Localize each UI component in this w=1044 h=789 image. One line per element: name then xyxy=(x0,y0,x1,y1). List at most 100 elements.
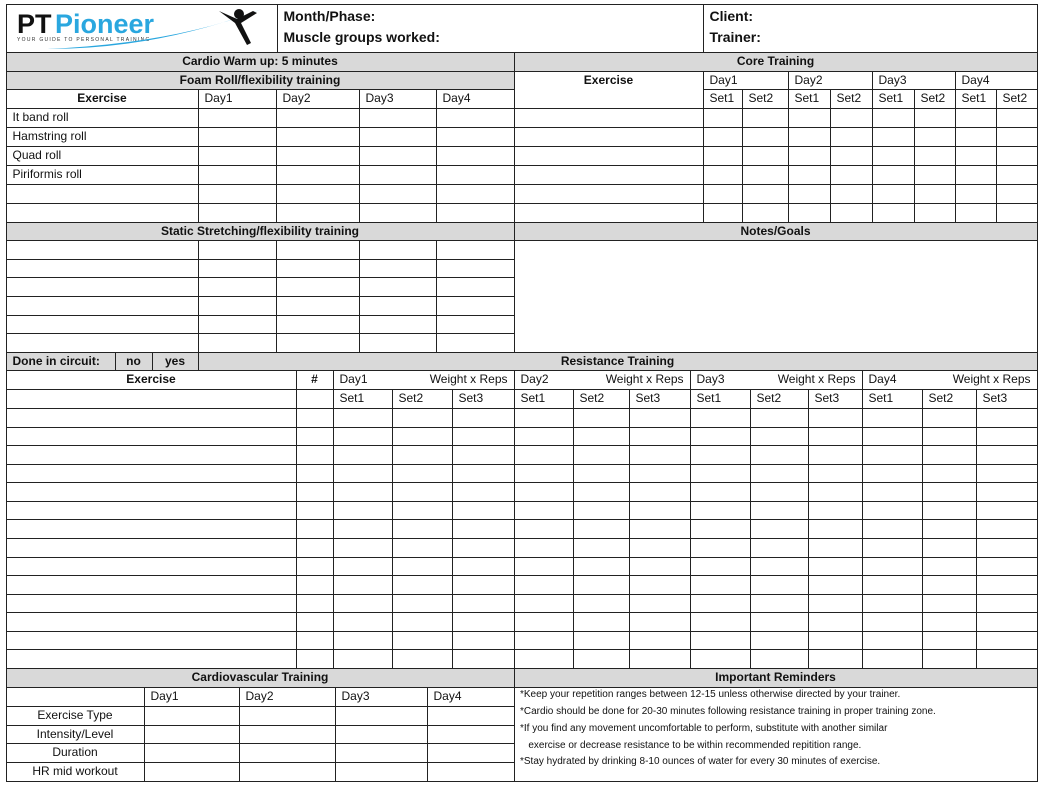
input-cell[interactable] xyxy=(391,426,453,446)
input-cell[interactable] xyxy=(295,593,334,613)
input-cell[interactable] xyxy=(513,407,574,428)
input-cell[interactable] xyxy=(5,388,297,409)
input-cell[interactable] xyxy=(5,518,297,539)
input-cell[interactable] xyxy=(702,202,743,223)
input-cell[interactable] xyxy=(332,500,393,520)
input-cell[interactable] xyxy=(197,295,277,316)
input-cell[interactable] xyxy=(513,107,704,128)
input-cell[interactable] xyxy=(295,611,334,632)
input-cell[interactable] xyxy=(628,481,691,502)
input-cell[interactable] xyxy=(954,145,997,166)
input-cell[interactable] xyxy=(689,630,751,650)
input-cell[interactable] xyxy=(861,574,923,595)
input-cell[interactable] xyxy=(871,126,915,147)
input-cell[interactable] xyxy=(628,537,691,558)
input-cell[interactable] xyxy=(295,518,334,539)
input-cell[interactable] xyxy=(807,500,863,520)
input-cell[interactable] xyxy=(5,593,297,613)
input-cell[interactable] xyxy=(954,126,997,147)
input-cell[interactable] xyxy=(295,481,334,502)
input-cell[interactable] xyxy=(807,574,863,595)
input-cell[interactable] xyxy=(295,574,334,595)
input-cell[interactable] xyxy=(197,107,277,128)
input-cell[interactable] xyxy=(275,295,360,316)
input-cell[interactable] xyxy=(197,314,277,334)
input-cell[interactable] xyxy=(921,407,977,428)
input-cell[interactable] xyxy=(921,500,977,520)
input-cell[interactable] xyxy=(975,444,1038,465)
input-cell[interactable] xyxy=(5,183,199,204)
input-cell[interactable] xyxy=(391,500,453,520)
input-cell[interactable] xyxy=(807,444,863,465)
input-cell[interactable] xyxy=(451,444,515,465)
input-cell[interactable] xyxy=(861,518,923,539)
input-cell[interactable] xyxy=(5,537,297,558)
input-cell[interactable] xyxy=(275,276,360,297)
input-cell[interactable] xyxy=(572,630,630,650)
input-cell[interactable] xyxy=(921,444,977,465)
input-cell[interactable] xyxy=(829,107,873,128)
input-cell[interactable] xyxy=(975,537,1038,558)
input-cell[interactable] xyxy=(995,183,1038,204)
input-cell[interactable] xyxy=(921,630,977,650)
input-cell[interactable] xyxy=(861,481,923,502)
input-cell[interactable] xyxy=(435,145,515,166)
input-cell[interactable] xyxy=(749,444,809,465)
input-cell[interactable] xyxy=(275,239,360,260)
input-cell[interactable] xyxy=(5,630,297,650)
input-cell[interactable] xyxy=(572,407,630,428)
input-cell[interactable] xyxy=(975,556,1038,576)
input-cell[interactable] xyxy=(275,145,360,166)
input-cell[interactable] xyxy=(572,518,630,539)
input-cell[interactable] xyxy=(435,107,515,128)
input-cell[interactable] xyxy=(572,611,630,632)
input-cell[interactable] xyxy=(975,407,1038,428)
input-cell[interactable] xyxy=(749,611,809,632)
input-cell[interactable] xyxy=(275,258,360,278)
input-cell[interactable] xyxy=(749,574,809,595)
input-cell[interactable] xyxy=(975,518,1038,539)
input-cell[interactable] xyxy=(702,164,743,185)
input-cell[interactable] xyxy=(334,705,428,726)
input-cell[interactable] xyxy=(913,202,956,223)
input-cell[interactable] xyxy=(332,407,393,428)
input-cell[interactable] xyxy=(995,164,1038,185)
input-cell[interactable] xyxy=(572,593,630,613)
input-cell[interactable] xyxy=(913,107,956,128)
input-cell[interactable] xyxy=(807,407,863,428)
input-cell[interactable] xyxy=(332,611,393,632)
input-cell[interactable] xyxy=(861,407,923,428)
input-cell[interactable] xyxy=(426,742,515,763)
input-cell[interactable] xyxy=(238,742,336,763)
input-cell[interactable] xyxy=(572,463,630,483)
input-cell[interactable] xyxy=(787,183,831,204)
input-cell[interactable] xyxy=(5,481,297,502)
input-cell[interactable] xyxy=(829,126,873,147)
input-cell[interactable] xyxy=(807,426,863,446)
input-cell[interactable] xyxy=(451,630,515,650)
input-cell[interactable] xyxy=(5,463,297,483)
input-cell[interactable] xyxy=(871,164,915,185)
input-cell[interactable] xyxy=(5,574,297,595)
input-cell[interactable] xyxy=(921,481,977,502)
input-cell[interactable] xyxy=(435,314,515,334)
input-cell[interactable] xyxy=(358,239,437,260)
input-cell[interactable] xyxy=(807,648,863,669)
input-cell[interactable] xyxy=(358,276,437,297)
input-cell[interactable] xyxy=(689,518,751,539)
input-cell[interactable] xyxy=(426,761,515,782)
input-cell[interactable] xyxy=(435,202,515,223)
input-cell[interactable] xyxy=(975,593,1038,613)
input-cell[interactable] xyxy=(5,239,199,260)
input-cell[interactable] xyxy=(861,463,923,483)
input-cell[interactable] xyxy=(807,630,863,650)
input-cell[interactable] xyxy=(391,630,453,650)
input-cell[interactable] xyxy=(628,407,691,428)
input-cell[interactable] xyxy=(861,593,923,613)
input-cell[interactable] xyxy=(391,574,453,595)
input-cell[interactable] xyxy=(628,611,691,632)
input-cell[interactable] xyxy=(628,500,691,520)
input-cell[interactable] xyxy=(197,332,277,353)
input-cell[interactable] xyxy=(689,444,751,465)
input-cell[interactable] xyxy=(807,481,863,502)
